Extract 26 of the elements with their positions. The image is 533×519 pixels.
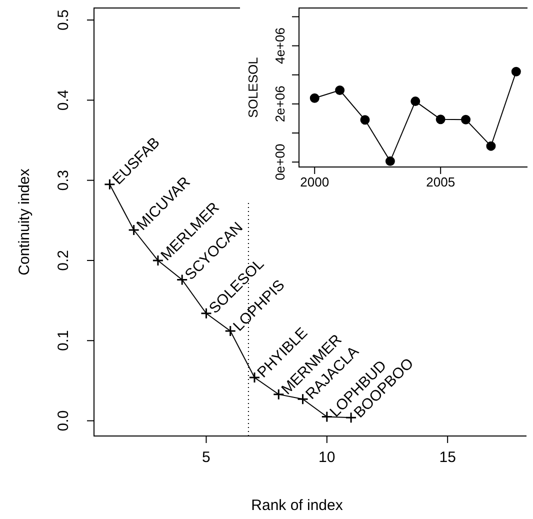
y-tick-label: 0.1	[55, 330, 72, 352]
point	[461, 114, 471, 124]
y-tick-label: 0.4	[55, 90, 72, 111]
y-tick-label: 0.0	[55, 410, 72, 432]
point	[486, 141, 496, 151]
point	[310, 93, 320, 103]
point	[360, 115, 370, 125]
point	[511, 66, 521, 76]
y-axis-title: SOLESOL	[246, 57, 261, 118]
y-tick-label: 0e+00	[272, 144, 288, 180]
point	[436, 114, 446, 124]
y-tick-label: 0.2	[55, 250, 72, 271]
x-tick-label: 5	[202, 449, 210, 466]
y-tick-label: 4e+06	[272, 28, 288, 64]
y-tick-label: 0.3	[55, 170, 72, 191]
x-tick-label: 10	[318, 449, 336, 466]
y-tick-label: 0.5	[55, 10, 72, 30]
point	[335, 86, 345, 96]
x-tick-label: 2000	[300, 174, 330, 190]
y-axis-title: Continuity index	[16, 168, 34, 276]
point	[385, 156, 395, 166]
x-tick-label: 2005	[426, 174, 456, 190]
point	[410, 96, 420, 106]
x-tick-label: 15	[439, 449, 456, 466]
x-axis-title: Rank of index	[251, 497, 344, 514]
y-tick-label: 2e+06	[272, 86, 288, 122]
